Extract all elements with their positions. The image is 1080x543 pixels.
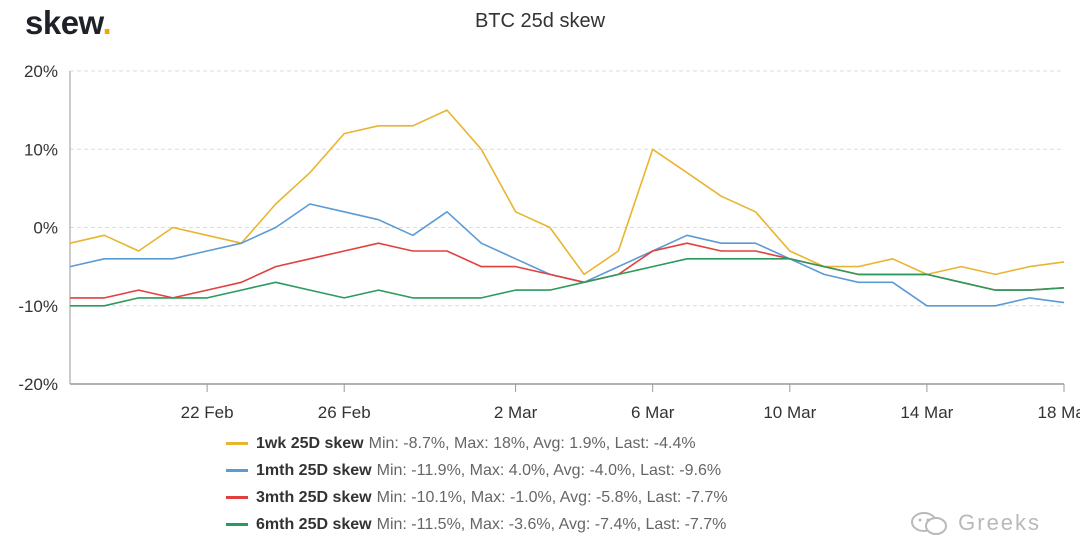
- skew-logo: skew.: [25, 4, 112, 42]
- legend-series-stats: Min: -8.7%, Max: 18%, Avg: 1.9%, Last: -…: [368, 434, 696, 452]
- x-tick-label: 2 Mar: [494, 403, 538, 422]
- x-tick-label: 26 Feb: [318, 403, 371, 422]
- legend-item[interactable]: 1wk 25D skew Min: -8.7%, Max: 18%, Avg: 1…: [226, 430, 728, 457]
- y-tick-label: 20%: [24, 62, 58, 81]
- axes: [69, 71, 1064, 385]
- x-tick-label: 6 Mar: [631, 403, 675, 422]
- legend: 1wk 25D skew Min: -8.7%, Max: 18%, Avg: 1…: [226, 430, 728, 538]
- watermark: Greeks: [910, 510, 1041, 537]
- chart-title: BTC 25d skew: [474, 10, 606, 32]
- x-tick-label: 14 Mar: [900, 403, 953, 422]
- legend-item[interactable]: 3mth 25D skew Min: -10.1%, Max: -1.0%, Av…: [226, 484, 728, 511]
- series-line-1: [69, 203, 1065, 307]
- legend-series-name: 6mth 25D skew: [256, 515, 372, 533]
- x-tick-label: 10 Mar: [763, 403, 816, 422]
- series-line-3: [70, 257, 1065, 307]
- x-tick-label: 18 Mar: [1038, 403, 1080, 422]
- series-line-0: [69, 109, 1065, 276]
- legend-series-stats: Min: -11.5%, Max: -3.6%, Avg: -7.4%, Las…: [376, 515, 727, 533]
- series-lines: [69, 109, 1065, 307]
- logo-text: skew: [25, 4, 103, 41]
- y-axis-ticks: 20% 10% 0% -10% -20%: [18, 62, 58, 394]
- y-tick-label: 0%: [33, 219, 58, 238]
- legend-swatch: [226, 496, 248, 499]
- y-tick-label: -10%: [18, 297, 58, 316]
- logo-dot: .: [102, 4, 112, 41]
- x-tick-label: 22 Feb: [181, 403, 234, 422]
- legend-swatch: [226, 469, 248, 472]
- watermark-text: Greeks: [958, 510, 1042, 535]
- line-chart: 20% 10% 0% -10% -20% 22 Feb 26 Feb 2 Mar 6 Mar 1…: [18, 62, 1080, 422]
- legend-swatch: [226, 442, 248, 445]
- legend-series-stats: Min: -10.1%, Max: -1.0%, Avg: -5.8%, Las…: [376, 488, 728, 506]
- y-tick-label: -20%: [18, 375, 58, 394]
- legend-swatch: [226, 523, 248, 526]
- legend-series-stats: Min: -11.9%, Max: 4.0%, Avg: -4.0%, Last…: [376, 461, 722, 479]
- x-axis-ticks: 22 Feb 26 Feb 2 Mar 6 Mar 10 Mar 14 Mar 18 Mar: [181, 384, 1080, 422]
- gridlines: [70, 70, 1064, 307]
- legend-series-name: 3mth 25D skew: [256, 488, 372, 506]
- wechat-icon: [911, 512, 947, 536]
- legend-item[interactable]: 1mth 25D skew Min: -11.9%, Max: 4.0%, Avg…: [226, 457, 728, 484]
- legend-series-name: 1wk 25D skew: [256, 434, 364, 452]
- legend-item[interactable]: 6mth 25D skew Min: -11.5%, Max: -3.6%, Av…: [226, 511, 728, 538]
- y-tick-label: 10%: [24, 140, 58, 159]
- legend-series-name: 1mth 25D skew: [256, 461, 372, 479]
